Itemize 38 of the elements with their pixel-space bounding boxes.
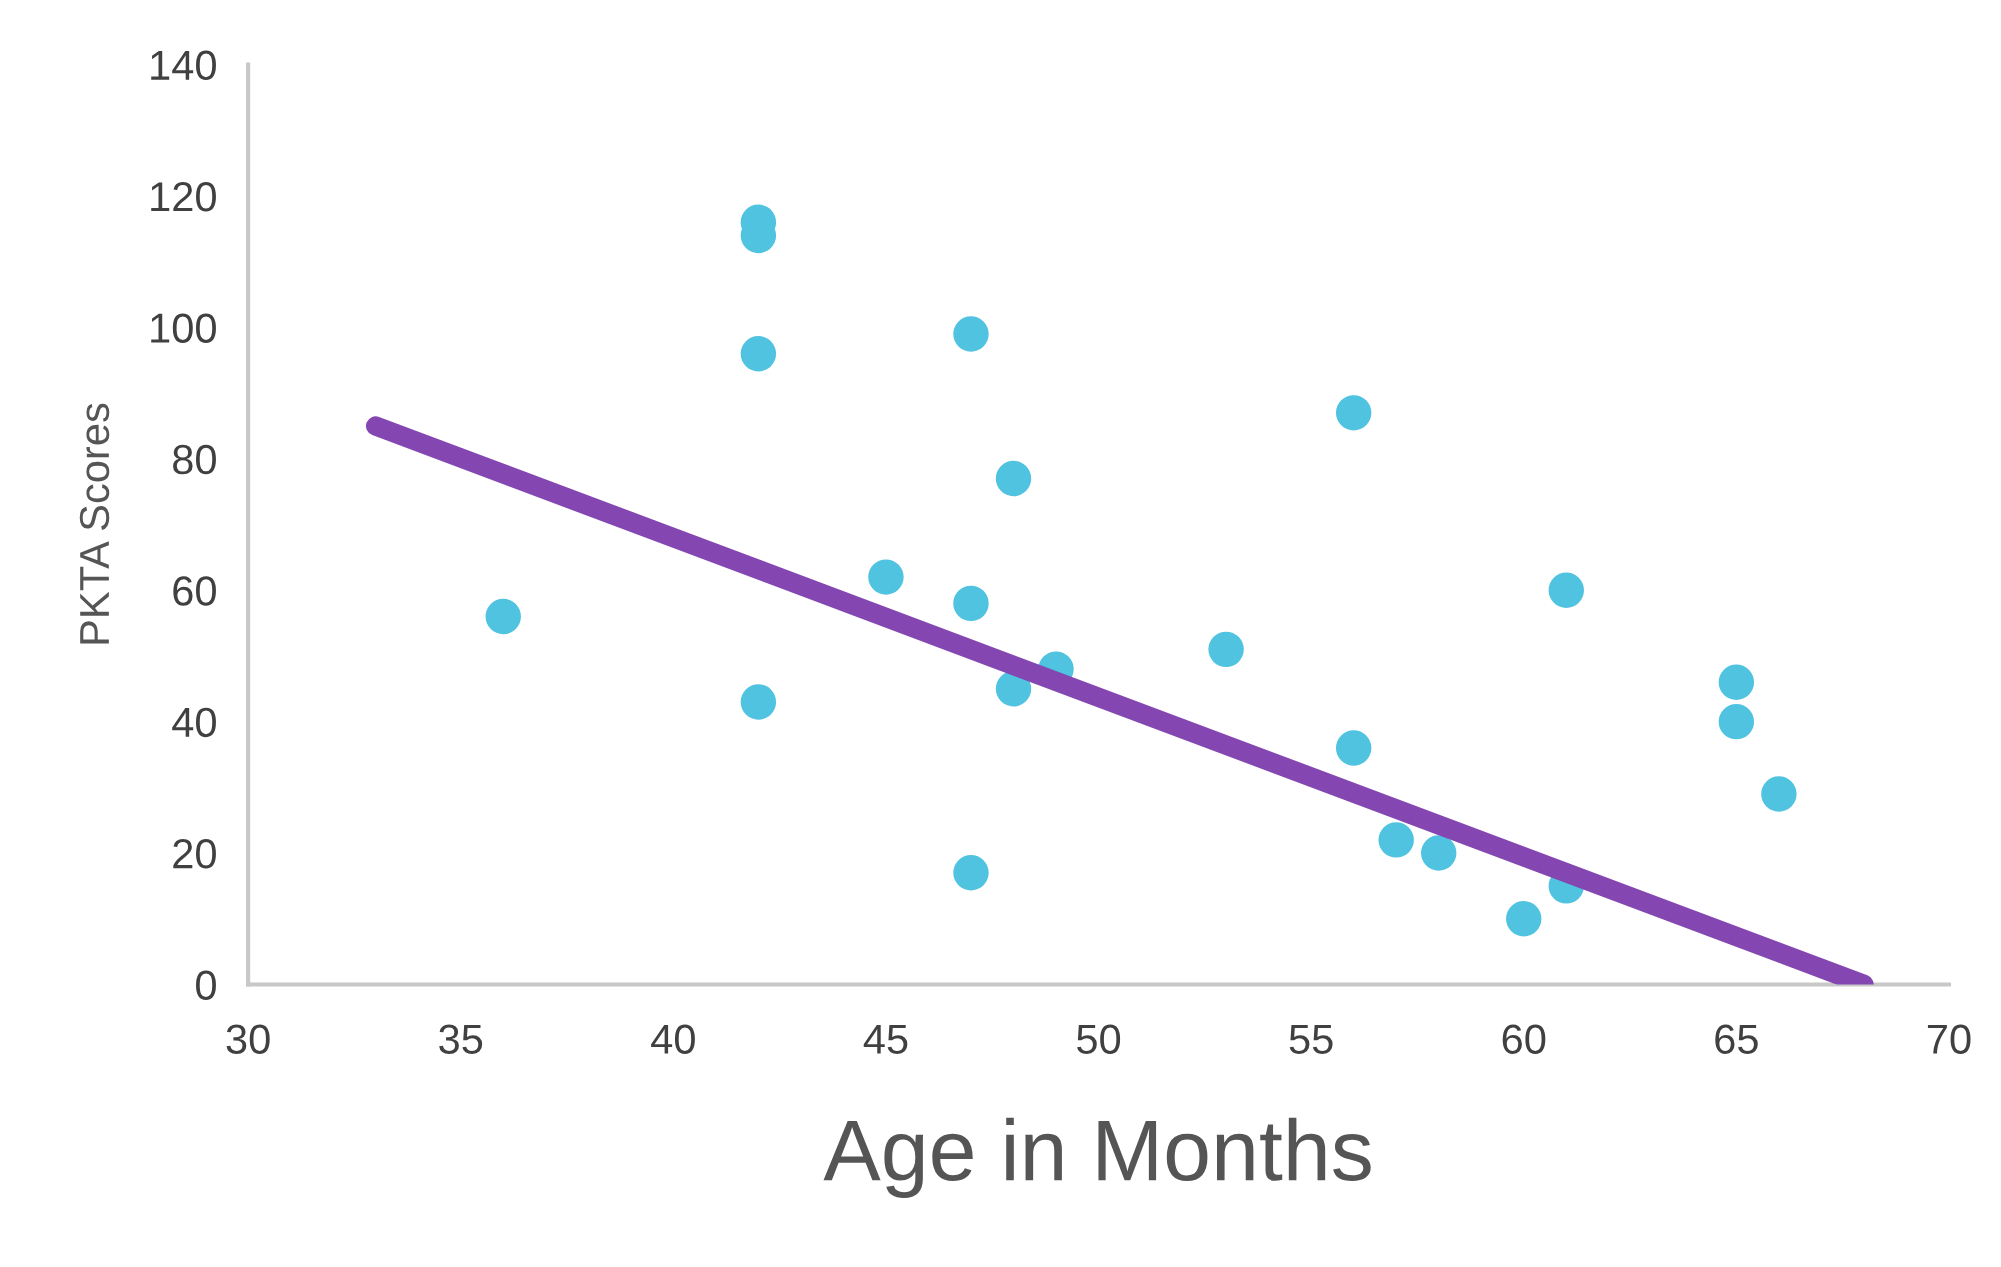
- point: [953, 316, 989, 352]
- point: [953, 585, 989, 622]
- x-tick-label: 60: [1502, 1024, 1546, 1054]
- point: [1335, 395, 1372, 431]
- y-tick-label: 80: [173, 444, 216, 475]
- point: [1335, 730, 1372, 766]
- point: [740, 336, 777, 372]
- y-tick-label: 120: [151, 182, 216, 212]
- x-tick-label: 70: [1927, 1024, 1971, 1054]
- point: [1378, 822, 1414, 858]
- x-tick-label: 30: [226, 1024, 270, 1054]
- point: [868, 559, 904, 595]
- x-tick-label: 35: [439, 1024, 483, 1054]
- y-tick-label: 60: [173, 576, 216, 606]
- y-tick-label: 100: [151, 313, 216, 343]
- y-tick-label: 20: [173, 839, 216, 869]
- x-tick-label: 40: [651, 1024, 695, 1054]
- x-axis-title: Age in Months: [823, 1117, 1371, 1199]
- point: [1421, 835, 1457, 871]
- point: [1548, 572, 1584, 608]
- y-axis-title: PKTA Scores: [79, 403, 110, 644]
- point: [1506, 901, 1542, 937]
- point: [995, 671, 1032, 707]
- point: [1718, 664, 1755, 700]
- x-tick-label: 65: [1715, 1024, 1758, 1054]
- point: [485, 598, 521, 635]
- point: [995, 460, 1032, 497]
- point: [1718, 703, 1755, 740]
- x-tick-label: 50: [1077, 1024, 1121, 1054]
- y-tick-label: 0: [196, 970, 216, 1000]
- point: [953, 855, 989, 891]
- point: [1208, 631, 1244, 668]
- x-tick-label: 55: [1289, 1024, 1333, 1054]
- point: [740, 684, 777, 720]
- y-tick-label: 40: [172, 707, 216, 738]
- y-tick-label: 140: [151, 50, 216, 81]
- point: [1761, 776, 1797, 812]
- x-tick-label: 45: [863, 1024, 908, 1054]
